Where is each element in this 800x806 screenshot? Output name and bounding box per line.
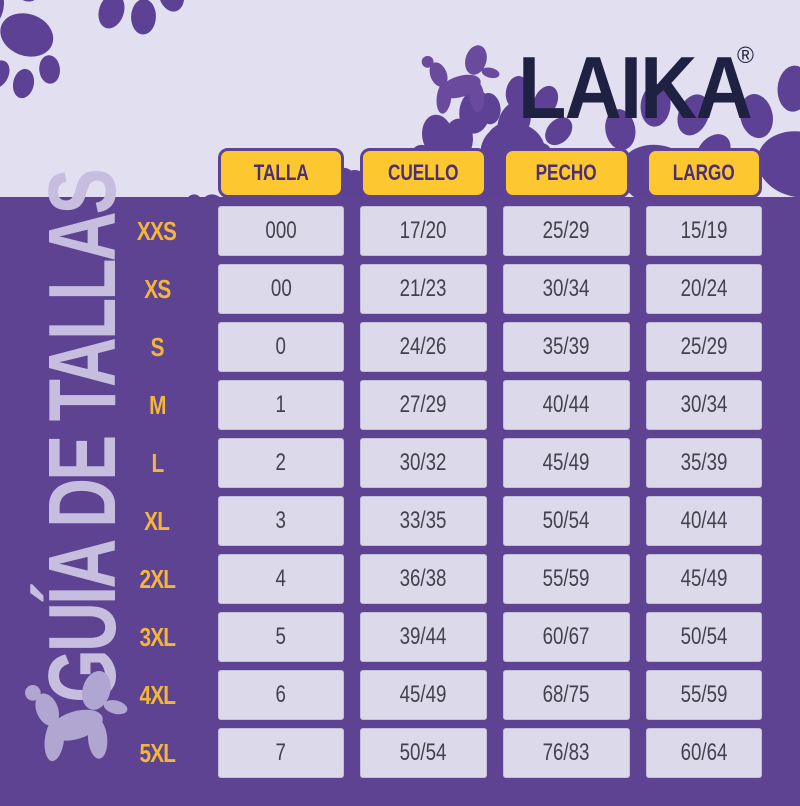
size-cell: 45/49 [360,670,487,720]
row-label: 2XL [139,563,176,594]
size-cell: 36/38 [360,554,487,604]
size-cell: 5 [218,612,344,662]
size-cell: 76/83 [503,728,630,778]
brand-logo: LAIKA ® [410,36,780,137]
column-header-talla: TALLA [218,148,344,198]
size-cell: 7 [218,728,344,778]
row-label: 3XL [139,621,176,652]
brand-name: LAIKA [518,38,753,137]
size-cell: 3 [218,496,344,546]
size-cell: 21/23 [360,264,487,314]
row-label: 5XL [139,737,176,768]
row-label: L [151,447,164,478]
size-cell: 000 [218,206,344,256]
size-cell: 15/19 [646,206,762,256]
size-cell: 1 [218,380,344,430]
size-cell: 50/54 [503,496,630,546]
column-header-pecho: PECHO [503,148,630,198]
column-header-cuello: CUELLO [360,148,487,198]
size-table: TALLA CUELLO PECHO LARGO XXS 000 17/20 2… [112,148,762,778]
size-cell: 45/49 [503,438,630,488]
size-cell: 33/35 [360,496,487,546]
size-cell: 00 [218,264,344,314]
row-label: 4XL [139,679,176,710]
size-cell: 35/39 [646,438,762,488]
size-cell: 39/44 [360,612,487,662]
size-cell: 55/59 [646,670,762,720]
row-label: S [150,331,164,362]
size-cell: 50/54 [360,728,487,778]
table-corner-spacer [112,148,202,198]
row-label: XS [143,273,171,304]
balloon-dog-icon [415,40,515,122]
size-cell: 30/34 [503,264,630,314]
size-cell: 2 [218,438,344,488]
size-cell: 20/24 [646,264,762,314]
size-cell: 0 [218,322,344,372]
size-cell: 60/64 [646,728,762,778]
row-label: M [148,389,166,420]
size-cell: 24/26 [360,322,487,372]
size-cell: 6 [218,670,344,720]
size-cell: 35/39 [503,322,630,372]
size-cell: 4 [218,554,344,604]
size-cell: 55/59 [503,554,630,604]
size-cell: 50/54 [646,612,762,662]
row-label: XXS [137,215,177,246]
size-cell: 40/44 [646,496,762,546]
size-cell: 45/49 [646,554,762,604]
size-cell: 25/29 [646,322,762,372]
size-cell: 68/75 [503,670,630,720]
size-cell: 30/34 [646,380,762,430]
row-label: XL [144,505,170,536]
size-cell: 30/32 [360,438,487,488]
size-cell: 25/29 [503,206,630,256]
size-cell: 60/67 [503,612,630,662]
size-cell: 27/29 [360,380,487,430]
registered-trademark: ® [737,42,754,68]
size-cell: 17/20 [360,206,487,256]
column-header-largo: LARGO [646,148,762,198]
size-cell: 40/44 [503,380,630,430]
